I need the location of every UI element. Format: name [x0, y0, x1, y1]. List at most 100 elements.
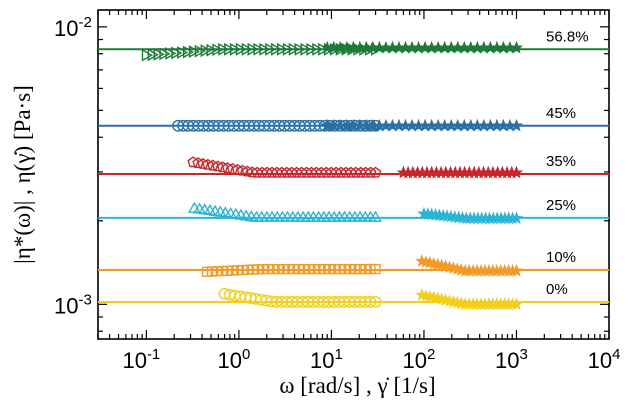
marker-osc-0-20: [259, 42, 271, 56]
y-axis-label: |η*(ω)| , η(γ̇) [Pa·s]: [10, 85, 35, 264]
marker-osc-0-1: [147, 48, 159, 62]
marker-osc-2-1: [192, 157, 204, 169]
marker-osc-2-0: [187, 156, 199, 168]
marker-osc-2-11: [241, 165, 254, 177]
marker-osc-2-6: [216, 161, 229, 173]
marker-osc-0-25: [288, 42, 300, 56]
series-label-5: 0%: [546, 281, 568, 298]
marker-osc-2-7: [221, 162, 234, 174]
series-label-4: 10%: [546, 249, 576, 266]
data-markers: [141, 40, 524, 311]
x-tick-label-3: 102: [403, 346, 436, 373]
series-label-2: 35%: [546, 153, 576, 170]
marker-osc-0-5: [171, 46, 183, 60]
marker-osc-0-19: [253, 42, 265, 56]
marker-osc-0-23: [276, 42, 289, 56]
marker-osc-2-36: [364, 166, 377, 178]
marker-osc-0-18: [247, 42, 259, 56]
marker-osc-2-4: [207, 159, 219, 171]
marker-osc-2-22: [295, 166, 308, 178]
series-label-0: 56.8%: [546, 28, 589, 45]
marker-osc-2-34: [355, 166, 367, 178]
marker-osc-0-6: [177, 46, 189, 59]
marker-osc-2-19: [281, 166, 293, 178]
x-tick-label-1: 100: [217, 346, 250, 373]
marker-steady-4-24: [509, 263, 524, 277]
marker-osc-0-4: [165, 47, 177, 60]
x-tick-label-2: 101: [310, 346, 343, 373]
marker-steady-1-29: [509, 118, 524, 132]
marker-osc-2-13: [251, 166, 263, 178]
marker-osc-4-33: [370, 263, 381, 275]
marker-osc-2-8: [226, 163, 239, 174]
axis-labels: ω [rad/s] , γ̇ [1/s] |η*(ω)| , η(γ̇) [Pa·…: [10, 85, 436, 398]
marker-osc-0-22: [271, 42, 283, 56]
marker-osc-0-29: [312, 42, 324, 56]
marker-osc-2-25: [310, 166, 323, 178]
marker-osc-2-12: [246, 166, 259, 178]
marker-osc-2-23: [300, 166, 313, 178]
marker-osc-2-24: [305, 166, 318, 178]
marker-osc-2-18: [276, 166, 288, 178]
marker-osc-0-17: [241, 42, 253, 56]
marker-osc-5-28: [364, 296, 377, 308]
x-axis-ticks: 10-1 100 101 102 103 104: [97, 10, 621, 373]
marker-osc-0-13: [218, 42, 230, 56]
marker-osc-0-16: [235, 42, 248, 56]
marker-osc-2-5: [212, 160, 224, 172]
marker-osc-2-37: [369, 166, 382, 178]
marker-osc-2-28: [325, 166, 337, 178]
marker-osc-3-35: [369, 210, 382, 222]
marker-steady-5-24: [509, 297, 524, 311]
marker-osc-0-24: [282, 42, 295, 56]
marker-osc-2-27: [320, 166, 333, 178]
marker-osc-2-10: [236, 164, 249, 176]
marker-osc-0-8: [188, 45, 201, 58]
series-labels: 56.8% 45% 35% 25% 10% 0%: [546, 28, 589, 298]
marker-osc-0-10: [200, 44, 212, 58]
marker-osc-2-30: [335, 166, 347, 178]
marker-osc-0-11: [206, 43, 218, 57]
marker-osc-2-14: [256, 166, 268, 178]
marker-osc-5-29: [369, 296, 382, 308]
x-tick-label-0: 10-1: [122, 346, 160, 373]
marker-osc-2-9: [231, 163, 244, 175]
marker-osc-0-27: [300, 42, 312, 56]
x-tick-label-5: 104: [588, 346, 621, 373]
series-label-1: 45%: [546, 105, 576, 122]
marker-osc-0-2: [153, 47, 165, 61]
marker-osc-2-15: [261, 166, 273, 178]
series-label-3: 25%: [546, 197, 576, 214]
marker-osc-2-33: [350, 166, 362, 178]
marker-osc-2-17: [271, 166, 283, 178]
marker-osc-2-26: [315, 166, 328, 178]
marker-steady-3-24: [509, 211, 524, 225]
marker-osc-0-15: [229, 42, 242, 56]
y-tick-label-1: 10-2: [54, 14, 92, 41]
marker-osc-0-7: [182, 45, 195, 59]
marker-osc-2-21: [290, 166, 303, 178]
x-tick-label-4: 103: [495, 346, 528, 373]
marker-osc-0-3: [159, 47, 171, 61]
marker-steady-2-24: [509, 165, 524, 179]
marker-osc-2-3: [202, 158, 214, 170]
x-axis-label: ω [rad/s] , γ̇ [1/s]: [279, 373, 435, 398]
marker-osc-2-29: [330, 166, 342, 178]
y-axis-ticks: 10-3 10-2: [54, 14, 609, 332]
marker-osc-0-21: [265, 42, 277, 56]
marker-osc-2-20: [285, 166, 298, 178]
y-tick-label-0: 10-3: [54, 291, 92, 318]
marker-osc-2-35: [359, 166, 372, 178]
marker-osc-2-16: [266, 166, 278, 178]
marker-osc-2-31: [340, 166, 352, 178]
marker-osc-2-2: [197, 157, 209, 169]
marker-osc-0-26: [294, 42, 306, 56]
marker-osc-0-28: [306, 42, 318, 56]
marker-osc-0-0: [141, 48, 153, 62]
marker-steady-0-29: [509, 40, 524, 54]
marker-osc-0-12: [212, 43, 224, 57]
marker-osc-2-32: [345, 166, 357, 178]
marker-osc-0-14: [224, 42, 236, 56]
